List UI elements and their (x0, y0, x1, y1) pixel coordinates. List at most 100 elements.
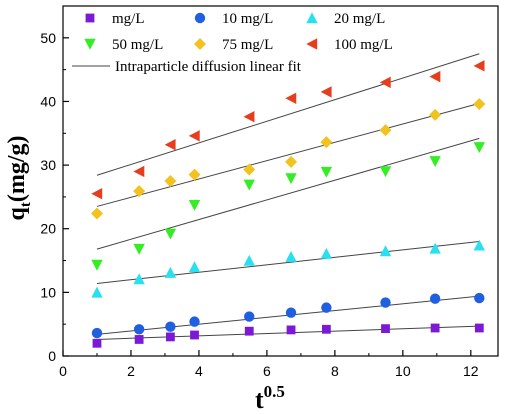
data-point (429, 156, 441, 167)
data-point (91, 259, 103, 271)
fit-lines (96, 53, 480, 340)
data-point (164, 228, 177, 240)
data-point (134, 335, 144, 344)
data-point (243, 179, 255, 191)
data-point (189, 316, 200, 327)
data-point (320, 86, 332, 98)
data-point (285, 307, 297, 318)
data-point (244, 311, 255, 322)
legend-marker (84, 38, 96, 50)
data-point (429, 70, 441, 83)
x-tick-label: 2 (127, 363, 135, 379)
data-point (165, 332, 175, 342)
data-point (188, 261, 201, 273)
data-point (164, 266, 177, 278)
data-point (429, 242, 441, 254)
data-point (285, 155, 298, 168)
x-tick-label: 10 (395, 363, 411, 379)
fit-line (96, 137, 480, 250)
legend-label: 100 mg/L (334, 37, 393, 53)
data-point (381, 324, 390, 334)
data-markers (90, 60, 486, 348)
y-axis-title-unit: (mg/g) (4, 135, 30, 202)
fit-line (96, 53, 480, 176)
legend-marker (85, 13, 95, 23)
legend-label: 75 mg/L (222, 37, 273, 53)
data-point (188, 199, 201, 211)
data-point (321, 324, 331, 334)
axis-ticks: 0 2 4 6 8 10 12 0 10 20 30 40 50 (40, 30, 478, 379)
y-tick-label: 40 (40, 93, 56, 109)
legend-label: 50 mg/L (112, 37, 163, 53)
x-axis-title: t0.5 (255, 382, 285, 414)
data-point (473, 60, 485, 72)
data-point (474, 323, 484, 333)
y-tick-label: 50 (40, 30, 56, 46)
data-point (91, 188, 103, 200)
legend-label: 10 mg/L (222, 11, 273, 27)
data-point (164, 139, 176, 151)
data-point (285, 251, 297, 262)
data-point (90, 207, 103, 220)
data-point (320, 247, 333, 259)
legend-label: mg/L (112, 11, 145, 27)
data-point (379, 76, 391, 89)
y-tick-label: 10 (40, 284, 56, 300)
x-tick-label: 6 (263, 363, 271, 379)
data-point (285, 92, 297, 104)
data-point (473, 239, 486, 251)
data-point (243, 163, 256, 176)
data-point (91, 327, 103, 339)
fit-line (96, 240, 480, 284)
fit-line (96, 102, 480, 207)
data-point (190, 330, 199, 340)
data-point (473, 142, 486, 153)
data-point (320, 166, 333, 178)
data-point (474, 292, 485, 304)
legend-marker (306, 38, 318, 50)
data-point (133, 165, 145, 178)
y-tick-label: 30 (40, 157, 56, 173)
x-tick-label: 0 (59, 363, 67, 379)
data-point (429, 108, 442, 121)
x-tick-label: 12 (463, 363, 479, 379)
x-tick-label: 4 (195, 363, 203, 379)
data-point (164, 175, 177, 187)
y-tick-label: 20 (40, 221, 56, 237)
data-point (429, 293, 441, 304)
data-point (133, 273, 145, 285)
data-point (321, 302, 332, 313)
data-point (243, 111, 255, 123)
legend: mg/L 10 mg/L 20 mg/L 50 mg/L 75 mg/L 100 mg/L… (72, 11, 393, 75)
data-point (165, 321, 176, 332)
data-point (243, 254, 255, 266)
y-axis-title-subscript: t (18, 202, 34, 207)
data-point (133, 324, 145, 335)
data-point (286, 325, 296, 335)
data-point (92, 338, 102, 348)
data-point (379, 124, 392, 137)
data-point (430, 323, 440, 333)
data-point (473, 98, 486, 110)
legend-fit-label: Intraparticle diffusion linear fit (115, 59, 302, 75)
y-tick-label: 0 (48, 348, 56, 364)
legend-marker (306, 12, 318, 24)
legend-marker (194, 12, 206, 24)
data-point (285, 173, 297, 185)
x-axis-title-superscript: 0.5 (264, 382, 285, 401)
data-point (380, 297, 391, 308)
data-point (320, 136, 333, 149)
data-point (188, 168, 201, 181)
plot-frame (62, 5, 499, 357)
data-point (379, 245, 392, 257)
data-point (91, 286, 103, 298)
legend-label: 20 mg/L (334, 11, 385, 27)
data-point (379, 166, 392, 178)
legend-marker (194, 38, 206, 50)
y-axis-title: qt(mg/g) (4, 135, 34, 220)
data-point (133, 185, 146, 198)
data-point (188, 130, 200, 142)
data-point (133, 243, 145, 255)
x-tick-label: 8 (331, 363, 339, 379)
